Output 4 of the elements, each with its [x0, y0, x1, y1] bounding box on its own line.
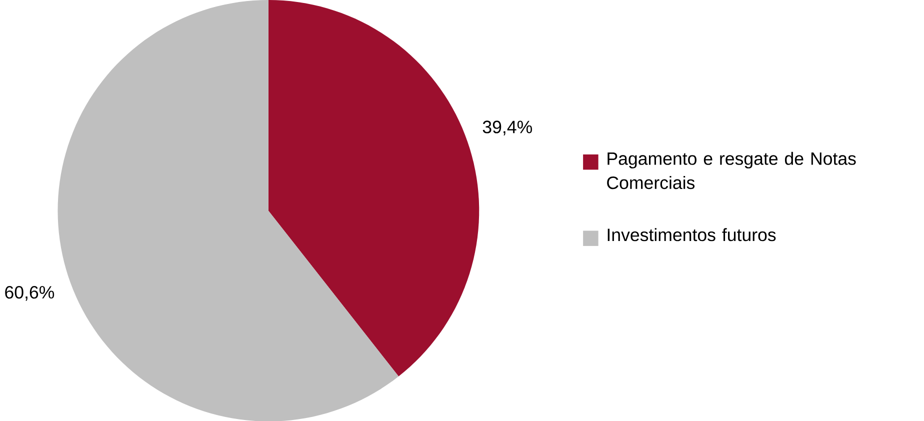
- legend-label: Pagamento e resgate de Notas Comerciais: [607, 152, 856, 189]
- data-label: 60,6%: [5, 286, 54, 301]
- data-label: 39,4%: [482, 120, 532, 136]
- legend-label: Investimentos futuros: [608, 228, 776, 241]
